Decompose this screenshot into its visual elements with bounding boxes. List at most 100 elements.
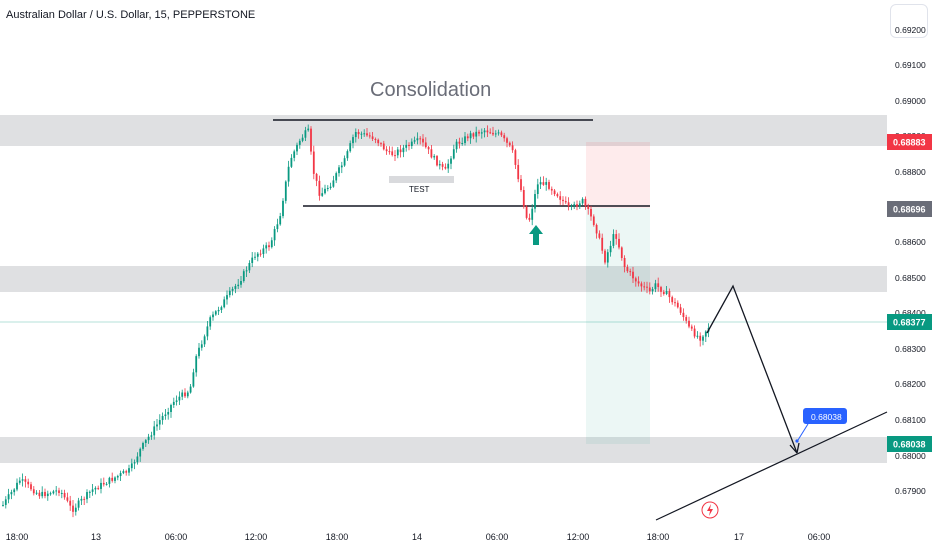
candle-body <box>377 139 380 144</box>
candle-body <box>696 335 699 337</box>
candle-body <box>186 392 189 397</box>
candle-body <box>682 312 685 318</box>
candle-body <box>601 237 604 251</box>
candle-body <box>657 283 660 288</box>
time-tick-label: 17 <box>734 532 744 542</box>
candle-body <box>41 491 44 497</box>
candle-body <box>634 278 637 282</box>
candle-body <box>172 401 175 405</box>
candle-body <box>492 132 494 135</box>
candle-body <box>181 392 184 397</box>
candle-body <box>125 471 128 473</box>
candle-body <box>394 155 396 157</box>
price-tick-label: 0.68400 <box>895 308 926 318</box>
candle-body <box>324 188 326 194</box>
candle-body <box>408 144 410 147</box>
candle-body <box>52 491 55 494</box>
candle-body <box>133 462 136 464</box>
candle-body <box>615 234 618 239</box>
candle-body <box>486 130 489 133</box>
candle-body <box>671 297 674 303</box>
price-tick-label: 0.68100 <box>895 415 926 425</box>
candle-body <box>200 344 203 348</box>
candle-body <box>4 499 7 505</box>
candle-body <box>550 188 553 191</box>
candle-body <box>335 173 338 181</box>
candle-body <box>402 147 405 153</box>
candle-body <box>436 156 438 166</box>
candle-body <box>312 151 315 174</box>
candle-body <box>340 165 343 168</box>
candle-body <box>646 286 648 288</box>
candle-body <box>231 288 234 291</box>
candle-body <box>55 490 58 492</box>
time-tick-label: 18:00 <box>647 532 670 542</box>
price-label-box <box>887 314 932 330</box>
candle-body <box>326 187 329 189</box>
candle-body <box>167 412 170 415</box>
candle-body <box>223 299 226 308</box>
candle-body <box>542 182 545 185</box>
candle-body <box>18 480 21 483</box>
candle-body <box>399 149 402 153</box>
price-axis: 0.692000.691000.690000.689000.688000.687… <box>895 25 926 496</box>
candle-body <box>102 482 105 485</box>
candle-body <box>556 194 559 197</box>
candle-body <box>298 140 301 145</box>
candle-body <box>38 492 41 497</box>
candle-body <box>338 167 340 174</box>
consolidation-label: Consolidation <box>370 79 491 101</box>
candle-body <box>35 492 38 494</box>
candle-body <box>662 291 665 295</box>
candle-body <box>97 487 100 489</box>
candle-body <box>528 217 531 220</box>
target-pointer <box>797 423 809 441</box>
candle-body <box>581 198 584 204</box>
candle-body <box>175 400 178 402</box>
candle-body <box>587 205 590 209</box>
candle-body <box>273 229 276 241</box>
candle-body <box>576 204 578 207</box>
candle-body <box>248 262 251 271</box>
candle-body <box>147 436 150 441</box>
candle-body <box>629 271 632 273</box>
support-zone <box>0 437 887 463</box>
candle-body <box>374 138 377 140</box>
candle-body <box>122 471 125 474</box>
candle-body <box>265 245 268 249</box>
candle-body <box>220 307 223 310</box>
candle-body <box>609 245 612 253</box>
candle-body <box>352 137 354 144</box>
candle-body <box>242 271 245 282</box>
time-tick-label: 18:00 <box>326 532 349 542</box>
candle-body <box>86 492 88 500</box>
candle-body <box>290 157 293 167</box>
candle-body <box>391 151 394 156</box>
chart-settings-button[interactable] <box>890 4 928 38</box>
candle-body <box>503 135 506 139</box>
price-label: 0.68038 <box>893 440 926 450</box>
candle-body <box>679 307 682 313</box>
candle-body <box>49 493 52 495</box>
candle-body <box>702 336 704 341</box>
candle-body <box>237 284 240 287</box>
price-label-box <box>887 201 932 217</box>
candle-body <box>156 424 158 427</box>
candle-body <box>74 507 77 512</box>
time-tick-label: 06:00 <box>165 532 188 542</box>
candle-body <box>2 504 4 506</box>
trend-line <box>655 411 888 521</box>
price-tick-label: 0.68500 <box>895 273 926 283</box>
projection-arrowhead <box>789 442 800 454</box>
price-tick-label: 0.68800 <box>895 167 926 177</box>
candle-body <box>506 138 508 143</box>
candle-body <box>114 477 116 481</box>
candle-body <box>83 498 86 500</box>
candle-body <box>270 240 273 248</box>
candle-body <box>321 193 324 196</box>
candle-body <box>612 234 615 246</box>
candle-body <box>189 386 192 393</box>
candle-body <box>245 270 248 272</box>
candle-body <box>458 141 461 144</box>
